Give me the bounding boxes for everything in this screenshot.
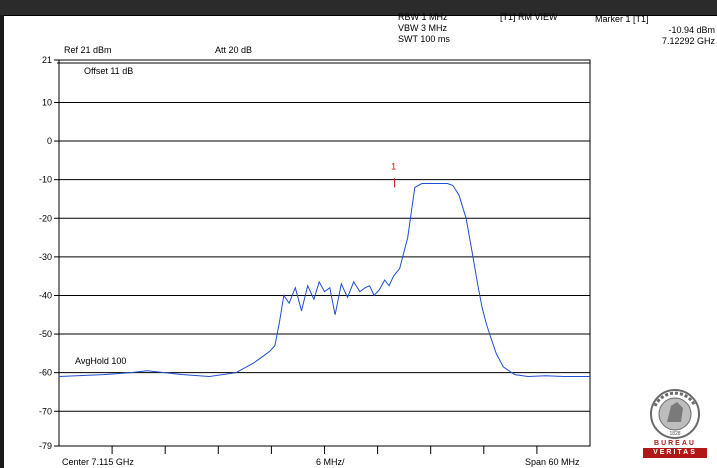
marker-freq-value: 7.12292 GHz bbox=[661, 36, 715, 46]
y-tick-labels: 21 10 0 -10 -20 -30 -40 -50 -60 -70 -79 bbox=[39, 55, 59, 451]
ref-level-label: Ref 21 dBm bbox=[64, 45, 112, 55]
svg-text:1828: 1828 bbox=[669, 431, 680, 437]
plot-frame bbox=[58, 59, 591, 447]
per-div-label: 6 MHz/ bbox=[316, 457, 345, 467]
logo-bar-bottom: VERITAS bbox=[643, 448, 707, 458]
avg-hold-label: AvgHold 100 bbox=[75, 356, 127, 366]
marker-title-label: Marker 1 [T1] bbox=[595, 14, 649, 24]
marker-1: 1 bbox=[391, 161, 396, 188]
y-tick-label: -20 bbox=[39, 213, 52, 223]
center-freq-label: Center 7.115 GHz bbox=[62, 457, 134, 467]
window-title-bar bbox=[0, 0, 717, 16]
y-tick-label: -79 bbox=[39, 441, 52, 451]
trace-mode-label: [T1] RM VIEW bbox=[500, 12, 558, 22]
rbw-label: RBW 1 MHz bbox=[398, 12, 448, 22]
x-tick-marks bbox=[111, 446, 538, 454]
vbw-label: VBW 3 MHz bbox=[398, 23, 448, 33]
y-tick-label: -30 bbox=[39, 252, 52, 262]
y-tick-label: -60 bbox=[39, 368, 52, 378]
marker-1-label: 1 bbox=[391, 161, 396, 171]
plot-grid bbox=[57, 59, 591, 447]
offset-label: Offset 11 dB bbox=[84, 66, 134, 76]
logo-bar-top: BUREAU bbox=[654, 440, 696, 447]
window-left-edge bbox=[0, 15, 4, 468]
y-tick-label: 0 bbox=[47, 136, 52, 146]
y-tick-label: -40 bbox=[39, 290, 52, 300]
bureau-veritas-logo: 1828 BUREAU VERITAS bbox=[641, 388, 713, 466]
span-label: Span 60 MHz bbox=[525, 457, 580, 467]
swt-label: SWT 100 ms bbox=[398, 34, 450, 44]
y-tick-label: 10 bbox=[42, 97, 52, 107]
marker-level-value: -10.94 dBm bbox=[668, 25, 715, 35]
y-tick-label: -50 bbox=[39, 329, 52, 339]
seal-icon: 1828 bbox=[650, 389, 700, 439]
attenuation-label: Att 20 dB bbox=[215, 45, 253, 55]
y-tick-label: -70 bbox=[39, 406, 52, 416]
y-tick-label: -10 bbox=[39, 175, 52, 185]
y-tick-label: 21 bbox=[42, 55, 52, 65]
spectrum-trace bbox=[58, 183, 590, 378]
